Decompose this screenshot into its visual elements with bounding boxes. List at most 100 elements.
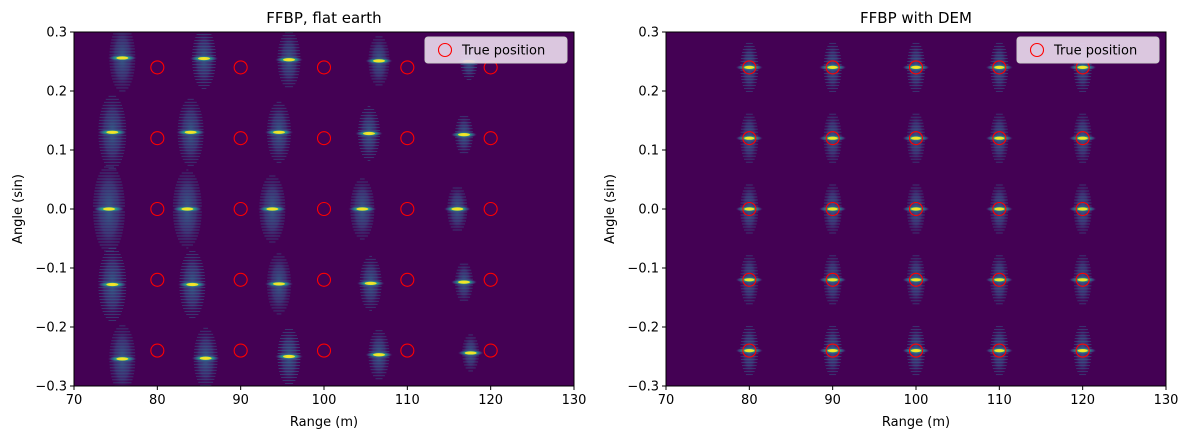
legend-marker-icon: [1029, 42, 1045, 58]
chart-panel-2: 70 80 90 100 110 120 130 −0.3 −0.2 −0.1 0.0 0.1 0.2 0…: [603, 9, 1178, 430]
legend: True position: [1016, 36, 1160, 64]
true-position-marker: [742, 131, 757, 146]
legend-box: [1016, 36, 1160, 64]
y-tick-label: 0.0: [46, 203, 67, 218]
true-position-marker: [400, 343, 415, 358]
target-peak: [96, 247, 128, 322]
target-peak: [985, 41, 1014, 94]
target-core: [373, 59, 385, 63]
x-axis-label: Range (m): [290, 415, 358, 430]
target-core: [116, 357, 129, 361]
target-core: [181, 207, 194, 211]
target-peak: [96, 94, 128, 170]
true-position-marker: [316, 131, 332, 146]
target-peak: [985, 112, 1014, 165]
target-peak: [985, 253, 1014, 306]
true-position-marker: [483, 272, 498, 287]
chart-panel-1: 70 80 90 100 110 120 130 −0.3 −0.2 −0.1 0.0 0.1 0.2 0…: [11, 9, 586, 430]
target-peak: [356, 255, 385, 311]
target-peak: [365, 329, 393, 381]
target-core: [827, 207, 838, 211]
true-position-marker: [1075, 272, 1090, 287]
target-core: [451, 207, 464, 211]
target-core: [106, 282, 119, 287]
target-peak: [1068, 253, 1097, 306]
true-position-marker: [233, 60, 248, 75]
x-tick-label: 80: [741, 393, 758, 408]
x-tick-label: 130: [1154, 393, 1179, 408]
y-tick-label: 0.0: [638, 203, 659, 218]
target-core: [1077, 278, 1088, 282]
target-peak: [274, 327, 304, 386]
target-core: [116, 56, 129, 60]
true-position-marker: [483, 201, 498, 217]
true-position-marker: [316, 201, 332, 217]
target-core: [744, 136, 755, 140]
target-core: [363, 131, 375, 136]
target-peak: [347, 178, 377, 240]
y-tick-label: 0.2: [46, 85, 67, 100]
target-core: [464, 351, 477, 355]
y-tick-label: −0.2: [35, 321, 67, 336]
target-peak: [735, 112, 764, 165]
true-position-marker: [233, 201, 248, 217]
x-tick-label: 90: [824, 393, 841, 408]
true-position-marker: [400, 131, 415, 146]
target-core: [364, 281, 377, 285]
target-core: [994, 136, 1005, 140]
target-core: [994, 207, 1005, 211]
target-core: [186, 282, 199, 287]
true-position-marker: [150, 201, 165, 217]
chart-title: FFBP, flat earth: [266, 9, 381, 27]
target-peak: [171, 169, 203, 249]
target-peak: [264, 253, 294, 315]
true-position-marker: [150, 60, 165, 75]
target-peak: [818, 253, 847, 306]
chart-title: FFBP with DEM: [860, 9, 972, 27]
target-peak: [818, 183, 847, 235]
target-core: [827, 278, 838, 282]
target-core: [356, 207, 369, 211]
target-core: [199, 356, 212, 360]
true-position-marker: [742, 272, 757, 287]
target-peak: [257, 175, 288, 243]
true-position-marker: [825, 60, 840, 75]
target-peak: [818, 324, 847, 377]
true-position-marker: [908, 201, 924, 217]
y-tick-label: −0.3: [35, 380, 67, 395]
target-core: [994, 278, 1005, 282]
target-core: [106, 130, 119, 134]
target-core: [458, 280, 470, 284]
true-position-marker: [150, 272, 165, 287]
y-tick-label: −0.3: [627, 380, 659, 395]
true-position-marker: [825, 272, 840, 287]
target-core: [103, 207, 115, 211]
true-position-marker: [233, 131, 248, 146]
target-peak: [92, 164, 126, 254]
y-tick-label: 0.1: [638, 144, 659, 159]
true-position-marker: [150, 343, 165, 358]
true-position-marker: [316, 272, 332, 287]
target-core: [827, 136, 838, 140]
x-axis-label: Range (m): [882, 415, 950, 430]
target-peak: [191, 327, 221, 386]
true-position-marker: [1075, 201, 1090, 217]
target-core: [273, 130, 285, 134]
true-position-marker: [742, 201, 757, 217]
x-tick-label: 70: [66, 393, 83, 408]
true-position-marker: [400, 60, 415, 75]
target-peak: [107, 32, 138, 92]
x-tick-label: 110: [987, 393, 1012, 408]
true-position-marker: [742, 343, 757, 358]
target-peak: [1068, 324, 1097, 377]
true-position-marker: [233, 272, 248, 287]
target-core: [266, 207, 279, 211]
true-position-marker: [908, 343, 924, 358]
plot-area: [735, 41, 1097, 377]
x-tick-label: 100: [904, 393, 929, 408]
target-core: [283, 58, 295, 62]
target-core: [373, 353, 385, 357]
target-core: [744, 65, 755, 69]
target-core: [273, 282, 285, 286]
